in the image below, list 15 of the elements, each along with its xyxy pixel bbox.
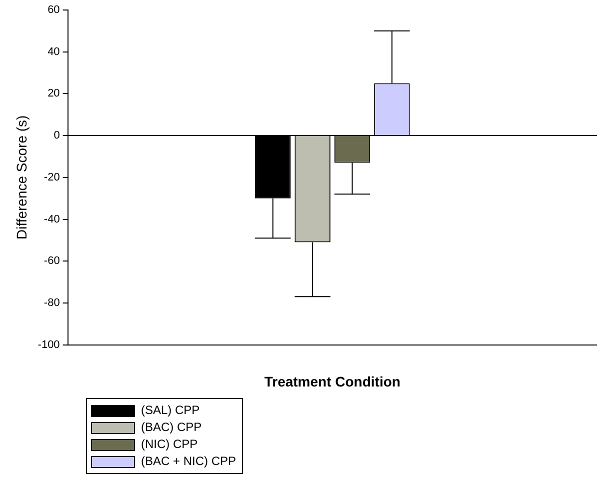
legend-label: (BAC + NIC) CPP xyxy=(141,453,236,470)
legend-label: (NIC) CPP xyxy=(141,436,198,453)
legend-label: (SAL) CPP xyxy=(141,402,200,419)
y-tick-label: -100 xyxy=(38,338,60,351)
y-tick-label: -80 xyxy=(44,296,60,309)
x-axis-title: Treatment Condition xyxy=(264,373,400,390)
y-tick-label: 20 xyxy=(48,88,60,100)
y-tick-label: 0 xyxy=(54,130,60,142)
y-tick-label: -20 xyxy=(44,171,60,184)
y-axis-title: Difference Score (s) xyxy=(13,115,30,240)
y-tick-label: 40 xyxy=(48,46,60,58)
y-tick-label: -60 xyxy=(44,255,60,268)
y-tick-label: -40 xyxy=(44,213,60,226)
y-tick-label: 60 xyxy=(48,4,60,16)
legend-label: (BAC) CPP xyxy=(141,419,202,436)
